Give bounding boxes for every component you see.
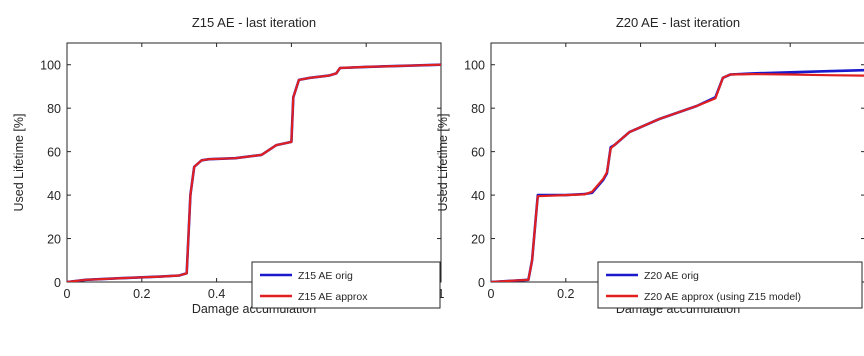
plot-area <box>490 42 864 283</box>
y-tick-label: 40 <box>47 189 61 203</box>
legend-label-2: Z15 AE approx <box>298 291 368 303</box>
y-tick-label: 100 <box>464 59 485 73</box>
x-tick-label: 0 <box>64 287 71 301</box>
legend-label-2: Z20 AE approx (using Z15 model) <box>644 291 801 303</box>
x-tick-label: 0.2 <box>557 287 574 301</box>
chart-panel-1: Z15 AE - last iteration00.20.40.60.81020… <box>12 15 445 316</box>
x-tick-label: 0 <box>488 287 495 301</box>
y-tick-label: 100 <box>40 59 61 73</box>
y-tick-label: 60 <box>471 146 485 160</box>
chart-panel-2: Z20 AE - last iteration00.20.40.60.80204… <box>436 15 864 316</box>
plot-area <box>66 42 442 283</box>
x-tick-label: 1 <box>438 287 445 301</box>
legend-box <box>597 261 863 309</box>
y-tick-label: 80 <box>47 102 61 116</box>
x-tick-label: 0.2 <box>133 287 150 301</box>
y-axis-label: Used Lifetime [%] <box>436 114 450 212</box>
chart-title: Z20 AE - last iteration <box>616 15 740 30</box>
y-tick-label: 60 <box>47 146 61 160</box>
series-line-2 <box>491 72 864 282</box>
y-tick-label: 80 <box>471 102 485 116</box>
legend: Z15 AE orig Z15 AE approx <box>251 261 441 309</box>
legend: Z20 AE orig Z20 AE approx (using Z15 mode… <box>597 261 863 309</box>
legend-label-1: Z15 AE orig <box>298 270 353 282</box>
series-line-2 <box>67 63 441 282</box>
y-tick-label: 20 <box>471 233 485 247</box>
y-axis-label: Used Lifetime [%] <box>12 114 26 212</box>
x-tick-label: 0.4 <box>208 287 225 301</box>
legend-box <box>251 261 441 309</box>
legend-label-1: Z20 AE orig <box>644 270 699 282</box>
y-tick-label: 0 <box>54 276 61 290</box>
y-tick-label: 20 <box>47 233 61 247</box>
chart-title: Z15 AE - last iteration <box>192 15 316 30</box>
y-tick-label: 40 <box>471 189 485 203</box>
y-tick-label: 0 <box>478 276 485 290</box>
